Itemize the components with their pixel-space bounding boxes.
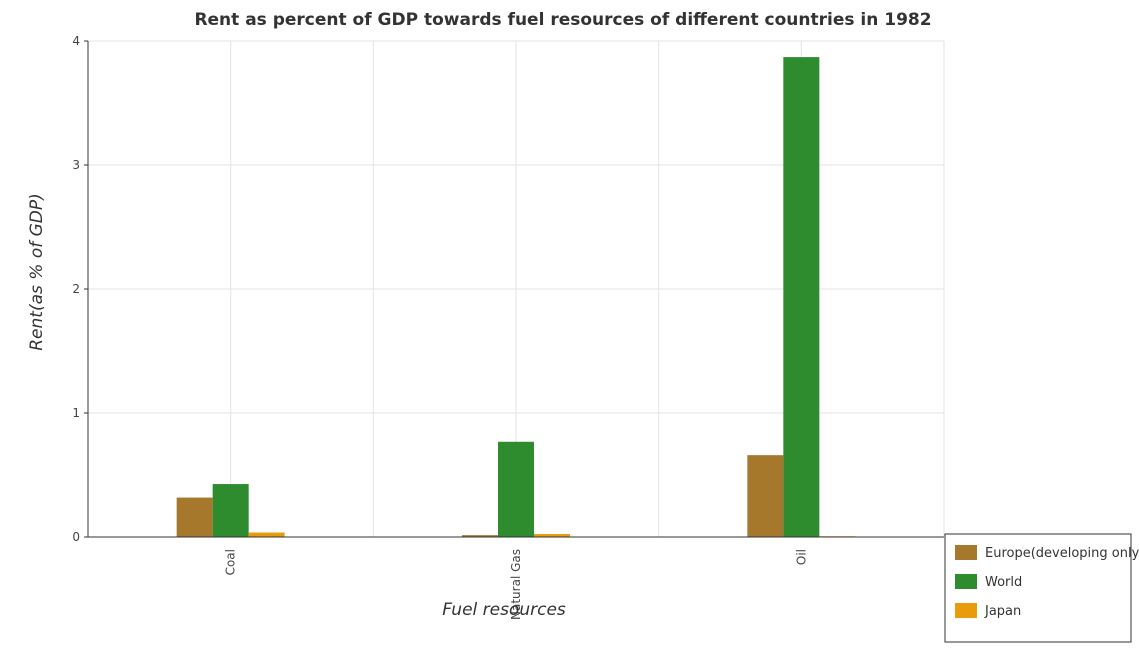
x-tick-label: Coal [224,549,238,575]
bar-europe-developing-only--coal [176,497,213,537]
bar-world-oil [783,57,820,538]
x-tick-label: Oil [794,549,808,565]
bars [176,57,856,538]
y-tick-label: 3 [72,158,80,172]
y-tick-label: 4 [72,34,80,48]
legend-swatch [955,574,977,589]
y-tick-label: 0 [72,530,80,544]
legend-swatch [955,545,977,560]
legend-swatch [955,603,977,618]
chart-title: Rent as percent of GDP towards fuel reso… [194,10,931,30]
bar-japan-natural-gas [534,534,570,537]
x-tick-label: Natural Gas [509,549,523,620]
legend-label: World [985,575,1022,590]
bar-europe-developing-only--oil [747,455,784,537]
x-axis-label: Fuel resources [442,600,566,620]
axes: Coal Natural Gas Oil 0 1 2 3 4 [72,34,944,620]
y-tick-label: 2 [72,282,80,296]
bar-world-natural-gas [498,441,534,537]
bar-world-coal [212,484,249,537]
legend: Europe(developing only) World Japan [944,533,1139,643]
y-tick-label: 1 [72,406,80,420]
bar-japan-coal [248,532,285,537]
legend-label: Europe(developing only) [985,546,1139,561]
bar-europe-developing-only--natural-gas [462,535,498,537]
y-axis-label: Rent(as % of GDP) [27,193,47,351]
legend-label: Japan [984,604,1021,619]
